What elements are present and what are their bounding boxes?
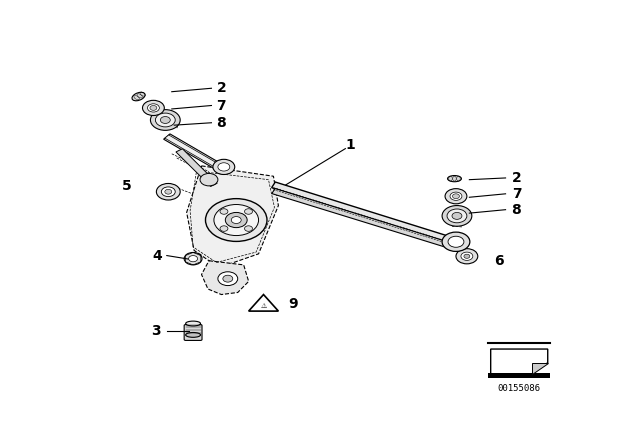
Circle shape bbox=[184, 253, 202, 265]
Circle shape bbox=[445, 189, 467, 204]
Text: 3: 3 bbox=[151, 324, 161, 338]
Polygon shape bbox=[187, 166, 278, 267]
Text: 6: 6 bbox=[494, 254, 504, 268]
Polygon shape bbox=[176, 149, 217, 186]
Circle shape bbox=[220, 209, 228, 214]
Circle shape bbox=[189, 255, 198, 262]
Circle shape bbox=[442, 232, 470, 251]
Circle shape bbox=[456, 249, 478, 264]
Circle shape bbox=[452, 212, 462, 220]
Text: 2: 2 bbox=[511, 171, 522, 185]
Circle shape bbox=[213, 159, 235, 174]
Circle shape bbox=[461, 252, 473, 260]
Circle shape bbox=[223, 275, 233, 282]
Circle shape bbox=[156, 113, 175, 127]
Circle shape bbox=[218, 272, 237, 285]
Text: 7: 7 bbox=[216, 99, 226, 112]
Circle shape bbox=[156, 184, 180, 200]
Circle shape bbox=[244, 209, 253, 214]
Polygon shape bbox=[491, 349, 548, 374]
Circle shape bbox=[442, 206, 472, 226]
Polygon shape bbox=[165, 135, 223, 170]
Circle shape bbox=[205, 198, 267, 241]
Circle shape bbox=[244, 226, 253, 231]
Circle shape bbox=[161, 187, 175, 197]
Circle shape bbox=[220, 226, 228, 231]
Text: 2: 2 bbox=[216, 81, 226, 95]
Ellipse shape bbox=[132, 92, 145, 101]
Polygon shape bbox=[272, 189, 456, 250]
Circle shape bbox=[452, 194, 460, 198]
Circle shape bbox=[147, 104, 159, 112]
Text: 9: 9 bbox=[289, 297, 298, 311]
Polygon shape bbox=[248, 294, 278, 311]
Circle shape bbox=[200, 173, 218, 186]
Bar bbox=[488, 373, 550, 378]
Circle shape bbox=[231, 216, 241, 224]
FancyBboxPatch shape bbox=[184, 324, 202, 340]
Text: 8: 8 bbox=[511, 202, 522, 217]
Circle shape bbox=[218, 163, 230, 171]
Circle shape bbox=[161, 116, 170, 124]
Circle shape bbox=[150, 110, 180, 130]
Ellipse shape bbox=[186, 321, 200, 326]
Circle shape bbox=[214, 204, 259, 236]
Circle shape bbox=[225, 212, 247, 228]
Ellipse shape bbox=[447, 176, 461, 182]
Polygon shape bbox=[202, 261, 249, 294]
Polygon shape bbox=[164, 134, 225, 171]
Text: 8: 8 bbox=[216, 116, 226, 130]
Text: ⚠: ⚠ bbox=[260, 303, 267, 309]
Polygon shape bbox=[532, 363, 548, 374]
Circle shape bbox=[165, 190, 172, 194]
Polygon shape bbox=[271, 182, 456, 244]
Ellipse shape bbox=[186, 332, 200, 337]
Text: 4: 4 bbox=[152, 249, 162, 263]
Text: 1: 1 bbox=[346, 138, 355, 152]
Circle shape bbox=[464, 254, 470, 258]
Text: 5: 5 bbox=[122, 179, 132, 193]
Text: 00155086: 00155086 bbox=[498, 383, 541, 392]
Circle shape bbox=[448, 236, 464, 247]
Text: 7: 7 bbox=[511, 187, 522, 201]
Circle shape bbox=[143, 100, 164, 116]
Circle shape bbox=[447, 209, 467, 223]
Circle shape bbox=[450, 192, 462, 200]
Circle shape bbox=[150, 106, 157, 110]
